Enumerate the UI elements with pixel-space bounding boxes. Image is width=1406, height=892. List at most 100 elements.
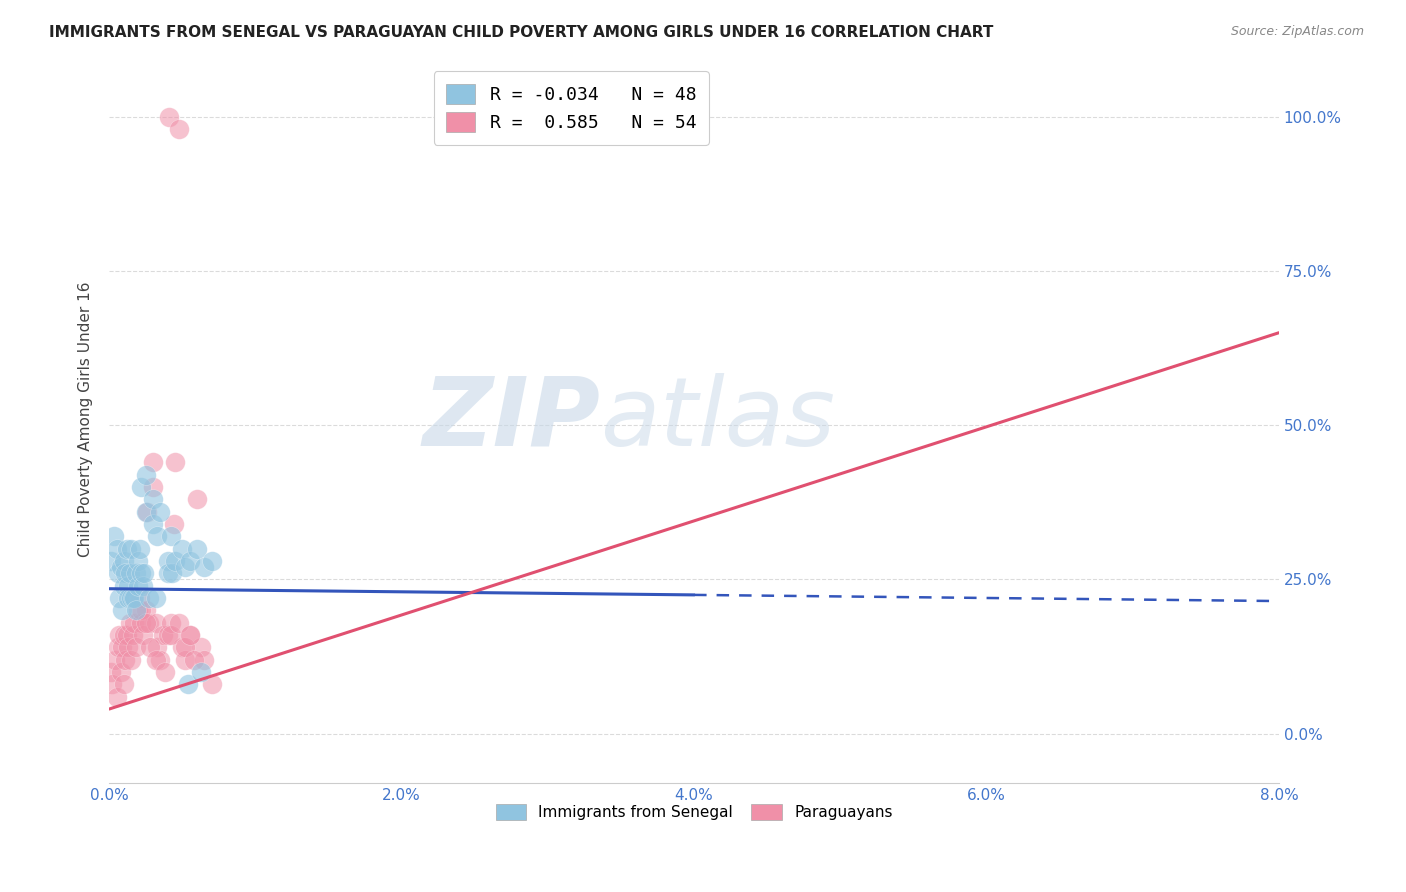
Point <box>159 628 181 642</box>
Point <box>145 653 167 667</box>
Point <box>132 628 155 642</box>
Point <box>134 566 156 581</box>
Point <box>117 640 139 655</box>
Point <box>117 579 139 593</box>
Point <box>118 566 141 581</box>
Point <box>169 615 191 630</box>
Point <box>127 554 149 568</box>
Point <box>100 554 122 568</box>
Point <box>131 480 153 494</box>
Point <box>142 492 165 507</box>
Point <box>153 665 176 679</box>
Legend: Immigrants from Senegal, Paraguayans: Immigrants from Senegal, Paraguayans <box>489 798 898 826</box>
Point <box>112 628 135 642</box>
Point <box>131 615 153 630</box>
Y-axis label: Child Poverty Among Girls Under 16: Child Poverty Among Girls Under 16 <box>79 281 93 557</box>
Point <box>120 591 142 605</box>
Point <box>129 541 152 556</box>
Point <box>115 541 138 556</box>
Point <box>156 554 179 568</box>
Point <box>104 653 127 667</box>
Point <box>149 505 172 519</box>
Point <box>163 455 186 469</box>
Point <box>110 560 132 574</box>
Point <box>183 653 205 667</box>
Point <box>131 603 153 617</box>
Point <box>135 615 157 630</box>
Point <box>172 640 194 655</box>
Point <box>200 677 222 691</box>
Point <box>179 628 201 642</box>
Point <box>193 560 215 574</box>
Point <box>127 579 149 593</box>
Point <box>177 677 200 691</box>
Point <box>193 653 215 667</box>
Point <box>146 529 169 543</box>
Point <box>142 516 165 531</box>
Point <box>124 640 146 655</box>
Point <box>169 122 191 136</box>
Point <box>122 591 145 605</box>
Point <box>142 480 165 494</box>
Point <box>135 467 157 482</box>
Point <box>152 628 174 642</box>
Point <box>114 566 136 581</box>
Point <box>172 541 194 556</box>
Text: IMMIGRANTS FROM SENEGAL VS PARAGUAYAN CHILD POVERTY AMONG GIRLS UNDER 16 CORRELA: IMMIGRANTS FROM SENEGAL VS PARAGUAYAN CH… <box>49 25 994 40</box>
Point <box>108 628 131 642</box>
Point <box>162 516 184 531</box>
Point <box>156 566 179 581</box>
Point <box>107 566 129 581</box>
Point <box>117 591 139 605</box>
Point <box>190 640 212 655</box>
Point <box>174 653 197 667</box>
Point <box>124 603 146 617</box>
Point <box>138 591 160 605</box>
Point <box>114 653 136 667</box>
Point <box>121 628 143 642</box>
Point <box>138 615 160 630</box>
Point <box>174 560 197 574</box>
Point <box>145 591 167 605</box>
Point <box>107 640 129 655</box>
Point <box>156 628 179 642</box>
Point <box>111 640 134 655</box>
Point <box>135 505 157 519</box>
Point <box>129 591 152 605</box>
Point <box>159 529 181 543</box>
Point <box>120 653 142 667</box>
Point <box>139 640 162 655</box>
Point <box>108 591 131 605</box>
Point <box>101 677 124 691</box>
Point <box>157 110 180 124</box>
Point <box>136 505 159 519</box>
Point <box>100 665 122 679</box>
Point <box>146 640 169 655</box>
Point <box>105 690 128 704</box>
Point <box>163 554 186 568</box>
Point <box>179 628 201 642</box>
Point <box>190 665 212 679</box>
Point <box>120 541 142 556</box>
Point <box>149 653 172 667</box>
Point <box>131 566 153 581</box>
Point <box>160 566 183 581</box>
Point <box>159 615 181 630</box>
Point <box>112 579 135 593</box>
Point <box>135 603 157 617</box>
Point <box>145 615 167 630</box>
Point <box>118 615 141 630</box>
Point <box>124 566 146 581</box>
Point <box>142 455 165 469</box>
Point <box>127 603 149 617</box>
Point <box>112 554 135 568</box>
Point <box>200 554 222 568</box>
Point <box>121 591 143 605</box>
Point <box>186 541 208 556</box>
Text: Source: ZipAtlas.com: Source: ZipAtlas.com <box>1230 25 1364 38</box>
Point <box>186 492 208 507</box>
Point <box>103 529 125 543</box>
Point <box>174 640 197 655</box>
Point <box>112 677 135 691</box>
Text: atlas: atlas <box>600 373 835 466</box>
